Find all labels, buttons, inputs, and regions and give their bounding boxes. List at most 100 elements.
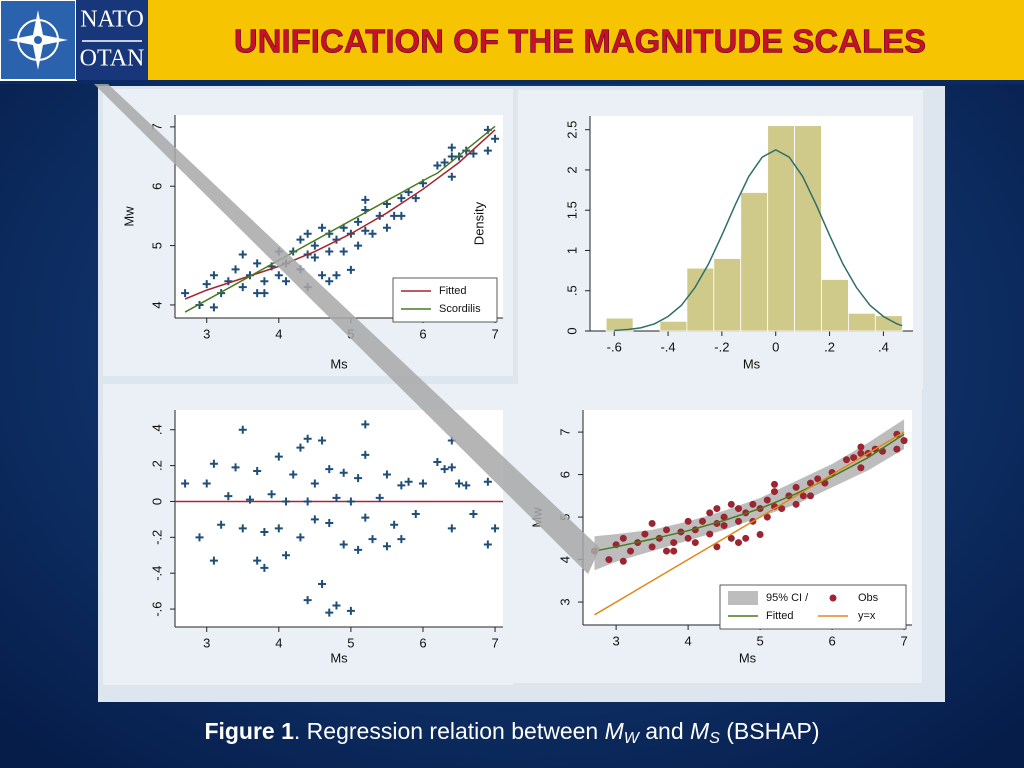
point xyxy=(303,229,312,238)
point xyxy=(411,194,420,203)
logo-text-box xyxy=(76,0,148,80)
point xyxy=(346,265,355,274)
point xyxy=(238,524,247,533)
legend-label: Scordilis xyxy=(439,303,481,315)
point xyxy=(491,134,500,143)
x-tick-label: 6 xyxy=(828,633,835,648)
point xyxy=(181,289,190,298)
point xyxy=(339,540,348,549)
point xyxy=(202,479,211,488)
point xyxy=(361,420,370,429)
point xyxy=(375,493,384,502)
point xyxy=(195,533,204,542)
x-tick-label: 6 xyxy=(419,635,426,650)
point xyxy=(411,510,420,519)
point xyxy=(282,277,291,286)
point xyxy=(325,465,334,474)
point xyxy=(433,458,442,467)
y-tick-label: 1 xyxy=(564,247,579,254)
point xyxy=(670,547,678,555)
point xyxy=(447,172,456,181)
x-tick-label: 3 xyxy=(203,635,210,650)
y-tick-label: 4 xyxy=(557,556,572,563)
point xyxy=(397,481,406,490)
point xyxy=(857,443,865,451)
caption-tail: (BSHAP) xyxy=(720,718,820,744)
point xyxy=(806,492,814,500)
x-tick-label: 6 xyxy=(419,326,426,341)
y-tick-label: -.6 xyxy=(149,601,164,616)
bar xyxy=(794,125,822,332)
point xyxy=(318,436,327,445)
point xyxy=(303,434,312,443)
point xyxy=(684,534,692,542)
point xyxy=(274,524,283,533)
fit-line xyxy=(594,433,905,552)
x-axis-label: Ms xyxy=(743,356,761,371)
point xyxy=(663,547,671,555)
fit-line xyxy=(184,129,496,300)
point xyxy=(727,534,735,542)
point xyxy=(778,505,786,513)
point xyxy=(318,579,327,588)
point xyxy=(447,143,456,152)
point xyxy=(245,495,254,504)
x-tick-label: 4 xyxy=(275,326,282,341)
plot-area xyxy=(175,410,503,627)
caption-s2: S xyxy=(709,730,720,747)
y-axis-label: Mw xyxy=(121,206,136,227)
point xyxy=(325,277,334,286)
caption: Figure 1. Regression relation between MW… xyxy=(204,718,819,747)
y-tick-label: 4 xyxy=(149,301,164,308)
point xyxy=(684,517,692,525)
logo-bottom: OTAN xyxy=(80,46,145,72)
point xyxy=(735,505,743,513)
point xyxy=(181,479,190,488)
point xyxy=(382,542,391,551)
point xyxy=(354,217,363,226)
point xyxy=(763,496,771,504)
x-axis-label: Ms xyxy=(330,356,348,371)
point xyxy=(814,475,822,483)
y-tick-label: 3 xyxy=(557,598,572,605)
y-tick-label: -.2 xyxy=(149,530,164,545)
x-tick-label: .2 xyxy=(824,339,835,354)
legend-label: y=x xyxy=(858,610,876,622)
point xyxy=(296,533,305,542)
point xyxy=(900,437,908,445)
x-tick-label: 3 xyxy=(612,633,619,648)
point xyxy=(763,513,771,521)
point xyxy=(303,596,312,605)
point xyxy=(361,450,370,459)
point xyxy=(619,534,627,542)
point xyxy=(390,211,399,220)
point xyxy=(706,509,714,517)
y-tick-label: -.4 xyxy=(149,566,164,581)
x-tick-label: .4 xyxy=(878,339,889,354)
header-rule xyxy=(0,80,1024,84)
callout-pointer xyxy=(94,84,600,574)
fit-line xyxy=(594,431,905,616)
legend-label: Fitted xyxy=(766,610,794,622)
caption-text: . Regression relation between xyxy=(294,718,605,744)
point xyxy=(318,271,327,280)
legend-label: 95% CI / xyxy=(766,592,809,604)
point xyxy=(627,547,635,555)
point xyxy=(706,530,714,538)
y-axis-label: Density xyxy=(471,201,486,245)
point xyxy=(605,556,613,564)
point xyxy=(713,505,721,513)
x-tick-label: 0 xyxy=(772,339,779,354)
density-curve xyxy=(614,148,903,332)
point xyxy=(361,513,370,522)
caption-and: and xyxy=(639,718,690,744)
legend-swatch xyxy=(829,594,837,602)
point xyxy=(361,195,370,204)
y-tick-label: 6 xyxy=(149,183,164,190)
point xyxy=(296,443,305,452)
point xyxy=(720,522,728,530)
point xyxy=(447,524,456,533)
x-tick-label: 4 xyxy=(684,633,691,648)
point xyxy=(382,223,391,232)
